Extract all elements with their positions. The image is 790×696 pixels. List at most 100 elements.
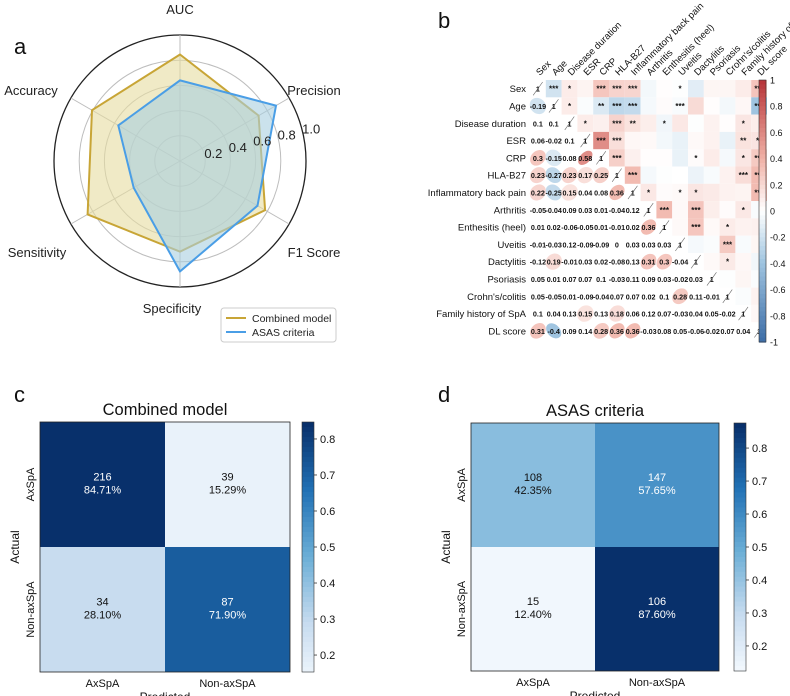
cm-cell-count: 34 bbox=[96, 597, 108, 609]
corr-colorbar-tick-label: 1 bbox=[770, 76, 775, 86]
corr-row-label: Arthritis bbox=[494, 205, 526, 216]
corr-cell-upper bbox=[593, 131, 609, 150]
corr-value-label: 0.04 bbox=[547, 310, 561, 319]
cm-colorbar-segment bbox=[734, 437, 746, 444]
corr-colorbar-segment bbox=[759, 293, 766, 299]
cm-colorbar-segment bbox=[302, 662, 314, 668]
corr-ellipse bbox=[625, 323, 641, 339]
corr-cell-upper bbox=[672, 131, 688, 150]
corr-value-label: 1 bbox=[583, 137, 587, 146]
corr-colorbar-segment bbox=[759, 302, 766, 308]
cm-colorbar-segment bbox=[302, 447, 314, 453]
corr-value-label: -0.25 bbox=[546, 188, 562, 197]
cm-colorbar-tick-label: 0.6 bbox=[320, 506, 335, 518]
corr-value-label: -0.02 bbox=[719, 310, 735, 319]
corr-value-label: -0.01 bbox=[704, 292, 720, 301]
cm-colorbar-segment bbox=[734, 477, 746, 484]
corr-value-label: 0.1 bbox=[533, 119, 543, 128]
cm-colorbar-segment bbox=[302, 547, 314, 553]
cm-frame bbox=[39, 421, 291, 673]
corr-colorbar-segment bbox=[759, 114, 766, 120]
corr-ellipse bbox=[640, 253, 657, 270]
cm-colorbar-tick-label: 0.8 bbox=[752, 443, 767, 455]
cm-cell bbox=[471, 423, 595, 547]
corr-cell-upper bbox=[577, 114, 594, 132]
corr-value-label: 0.01 bbox=[594, 223, 608, 232]
corr-value-label: 0.09 bbox=[642, 275, 656, 284]
cm-colorbar-segment bbox=[302, 462, 314, 468]
cm-cell-count: 87 bbox=[221, 597, 233, 609]
legend-label: ASAS criteria bbox=[252, 327, 315, 339]
cm-colorbar-segment bbox=[734, 467, 746, 474]
corr-cell-upper bbox=[640, 149, 657, 167]
corr-value-label: 0.03 bbox=[657, 275, 671, 284]
corr-value-label: 0.04 bbox=[689, 310, 703, 319]
corr-value-label: -0.02 bbox=[704, 327, 720, 336]
corr-colorbar-segment bbox=[759, 189, 766, 195]
corr-row-label: Psoriasis bbox=[487, 274, 526, 285]
corr-colorbar-segment bbox=[759, 307, 766, 313]
corr-cell-upper bbox=[703, 218, 720, 236]
corr-colorbar-segment bbox=[759, 224, 766, 230]
corr-colorbar-segment bbox=[759, 141, 766, 147]
cm-colorbar-segment bbox=[302, 602, 314, 608]
cm-colorbar-segment bbox=[302, 477, 314, 483]
cm-cell-percent: 71.90% bbox=[209, 610, 247, 622]
corr-colorbar-segment bbox=[759, 93, 766, 99]
corr-colorbar-segment bbox=[759, 245, 766, 251]
corr-colorbar-segment bbox=[759, 311, 766, 317]
corr-cell-upper bbox=[640, 131, 657, 150]
cm-cell-percent: 12.40% bbox=[514, 609, 552, 621]
corr-row-label: DL score bbox=[488, 326, 526, 337]
corr-cell-upper bbox=[577, 97, 594, 115]
radar-r-tick-label: 0.8 bbox=[278, 128, 296, 143]
corr-cell-upper bbox=[640, 166, 657, 184]
corr-value-label: 0.03 bbox=[657, 240, 671, 249]
corr-value-label: 0.22 bbox=[531, 188, 545, 197]
corr-colorbar-segment bbox=[759, 259, 766, 264]
corr-colorbar-segment bbox=[759, 167, 766, 173]
corr-cell-upper bbox=[672, 218, 688, 236]
corr-significance-marker: ** bbox=[630, 119, 637, 128]
panel-letter-b: b bbox=[438, 8, 450, 33]
corr-ellipse bbox=[609, 184, 625, 201]
corr-cell-upper bbox=[656, 97, 673, 115]
corr-value-label: 1 bbox=[536, 85, 540, 94]
cm-colorbar-segment bbox=[734, 427, 746, 434]
corr-cell-upper bbox=[735, 287, 752, 305]
cm-colorbar-segment bbox=[734, 432, 746, 439]
corr-value-label: 0.03 bbox=[642, 240, 656, 249]
corr-value-label: 0.04 bbox=[578, 188, 592, 197]
corr-value-label: 0.07 bbox=[626, 292, 640, 301]
corr-colorbar-segment bbox=[759, 184, 766, 190]
corr-cell-upper bbox=[703, 149, 720, 167]
cm-colorbar-segment bbox=[302, 452, 314, 458]
corr-ellipse bbox=[545, 253, 562, 270]
cm-colorbar-segment bbox=[302, 652, 314, 658]
corr-value-label: 0.18 bbox=[610, 310, 624, 319]
corr-value-label: -0.02 bbox=[546, 137, 562, 146]
corr-cell-upper bbox=[688, 149, 704, 167]
corr-value-label: 1 bbox=[710, 275, 714, 284]
cm-colorbar-segment bbox=[734, 522, 746, 528]
cm-colorbar-segment bbox=[734, 547, 746, 553]
corr-value-label: 0.13 bbox=[563, 310, 577, 319]
corr-cell-upper bbox=[735, 149, 752, 167]
corr-significance-marker: *** bbox=[612, 85, 622, 94]
corr-cell-upper bbox=[640, 97, 657, 115]
corr-colorbar-segment bbox=[759, 110, 766, 116]
corr-value-label: 1 bbox=[678, 240, 682, 249]
corr-ellipse bbox=[578, 150, 593, 165]
corr-value-label: 0.11 bbox=[689, 292, 703, 301]
corr-row-label: ESR bbox=[506, 136, 526, 147]
cm-colorbar-segment bbox=[734, 641, 746, 647]
cm-colorbar-segment bbox=[302, 517, 314, 523]
corr-colorbar-tick-label: -0.6 bbox=[770, 285, 786, 295]
corr-significance-marker: *** bbox=[628, 85, 638, 94]
cm-colorbar-segment bbox=[302, 512, 314, 518]
corr-value-label: 0.12 bbox=[563, 240, 577, 249]
radar-axis-label: Precision bbox=[287, 83, 340, 98]
cm-colorbar-segment bbox=[302, 502, 314, 508]
corr-row-label: Disease duration bbox=[455, 119, 526, 130]
corr-cell-upper bbox=[688, 114, 704, 132]
